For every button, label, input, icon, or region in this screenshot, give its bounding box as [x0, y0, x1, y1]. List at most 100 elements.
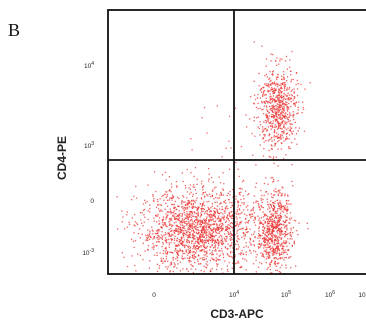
- data-point: [206, 252, 208, 254]
- data-point: [278, 122, 280, 124]
- data-point: [262, 198, 264, 201]
- data-point: [262, 254, 264, 256]
- data-point: [271, 111, 274, 113]
- data-point: [176, 240, 178, 242]
- data-point: [220, 242, 223, 244]
- data-point: [289, 212, 292, 214]
- data-point: [294, 104, 296, 106]
- data-point: [286, 206, 288, 208]
- data-point: [278, 202, 280, 204]
- data-point: [212, 214, 214, 217]
- data-point: [277, 83, 279, 85]
- data-point: [207, 206, 209, 208]
- data-point: [186, 191, 189, 193]
- data-point: [195, 218, 197, 221]
- data-point: [211, 214, 213, 216]
- data-point: [172, 197, 174, 199]
- data-point: [229, 245, 231, 248]
- data-point: [286, 106, 288, 108]
- data-point: [277, 97, 279, 99]
- data-point: [179, 270, 181, 272]
- data-point: [186, 238, 188, 241]
- data-point: [262, 94, 264, 96]
- data-point: [275, 132, 278, 134]
- data-point: [191, 237, 193, 239]
- data-point: [220, 202, 222, 204]
- data-point: [206, 222, 208, 224]
- data-point: [241, 211, 243, 214]
- data-point: [203, 201, 205, 203]
- data-point: [181, 255, 183, 257]
- data-point: [221, 228, 223, 230]
- data-point: [274, 216, 277, 218]
- data-point: [272, 246, 274, 248]
- data-point: [259, 237, 261, 239]
- data-point: [209, 227, 211, 230]
- data-point: [173, 242, 176, 244]
- data-point: [284, 94, 286, 96]
- data-point: [179, 226, 181, 228]
- data-point: [239, 204, 242, 207]
- data-point: [289, 120, 291, 122]
- data-point: [284, 225, 287, 227]
- data-point: [267, 252, 269, 254]
- data-point: [226, 228, 229, 230]
- data-point: [171, 251, 173, 254]
- data-point: [163, 260, 165, 262]
- data-point: [262, 225, 265, 227]
- data-point: [264, 222, 267, 224]
- data-point: [278, 90, 280, 92]
- data-point: [285, 123, 287, 125]
- data-point: [176, 250, 178, 252]
- data-point: [234, 107, 236, 109]
- data-point: [276, 78, 278, 81]
- data-point: [162, 224, 164, 227]
- data-point: [143, 214, 145, 216]
- data-point: [229, 222, 231, 224]
- data-point: [225, 147, 227, 149]
- data-point: [268, 90, 270, 92]
- data-point: [281, 194, 283, 196]
- data-point: [171, 203, 173, 205]
- data-point: [166, 193, 169, 196]
- data-point: [284, 82, 286, 84]
- data-point: [272, 107, 274, 109]
- data-point: [195, 240, 197, 242]
- data-point: [260, 222, 262, 224]
- data-point: [175, 229, 177, 231]
- data-point: [293, 92, 295, 94]
- data-point: [268, 232, 270, 234]
- data-point: [269, 80, 271, 83]
- data-point: [270, 128, 272, 130]
- data-point: [273, 253, 275, 256]
- data-point: [282, 242, 284, 244]
- data-point: [274, 111, 276, 113]
- data-point: [192, 265, 194, 268]
- data-point: [276, 116, 278, 118]
- data-point: [260, 199, 262, 201]
- data-point: [282, 247, 284, 250]
- data-point: [282, 112, 284, 114]
- data-point: [185, 249, 187, 251]
- data-point: [188, 216, 190, 218]
- data-point: [191, 218, 193, 220]
- data-point: [144, 250, 146, 252]
- data-point: [171, 238, 173, 240]
- data-point: [186, 211, 188, 213]
- data-point: [277, 128, 279, 130]
- data-point: [224, 239, 226, 241]
- data-point: [264, 101, 266, 103]
- data-point: [227, 224, 229, 226]
- data-point: [278, 101, 280, 103]
- data-point: [270, 98, 273, 100]
- data-point: [266, 251, 268, 253]
- data-point: [231, 222, 233, 224]
- data-point: [267, 228, 269, 231]
- data-point: [279, 244, 281, 246]
- data-point: [189, 250, 191, 252]
- data-point: [294, 220, 297, 222]
- data-point: [291, 95, 293, 97]
- data-point: [276, 248, 279, 250]
- data-point: [270, 234, 272, 236]
- data-point: [170, 230, 173, 232]
